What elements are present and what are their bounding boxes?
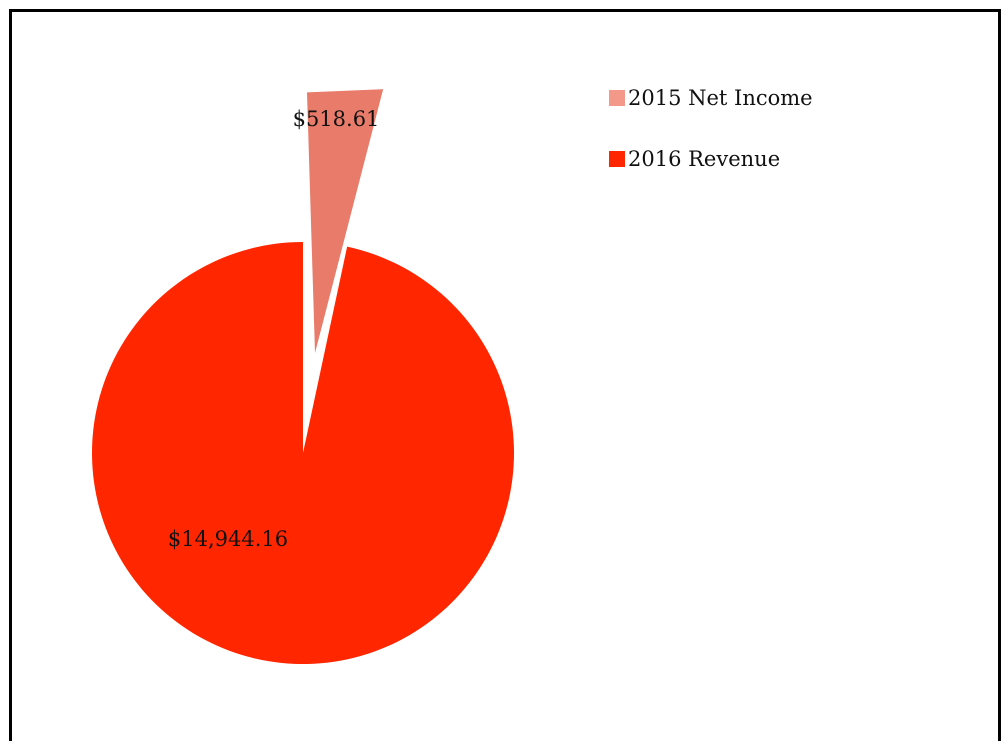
legend-item-revenue-2016: 2016 Revenue <box>609 147 780 171</box>
pie-slice-net-income-2015 <box>306 89 384 354</box>
data-label-revenue-2016: $14,944.16 <box>168 527 288 551</box>
legend-label: 2015 Net Income <box>628 86 813 110</box>
legend-swatch <box>609 90 625 106</box>
legend-swatch <box>609 151 625 167</box>
legend-label: 2016 Revenue <box>628 147 780 171</box>
data-label-net-income-2015: $518.61 <box>293 107 380 131</box>
pie-slice-revenue-2016 <box>92 242 515 664</box>
legend-item-net-income-2015: 2015 Net Income <box>609 86 813 110</box>
